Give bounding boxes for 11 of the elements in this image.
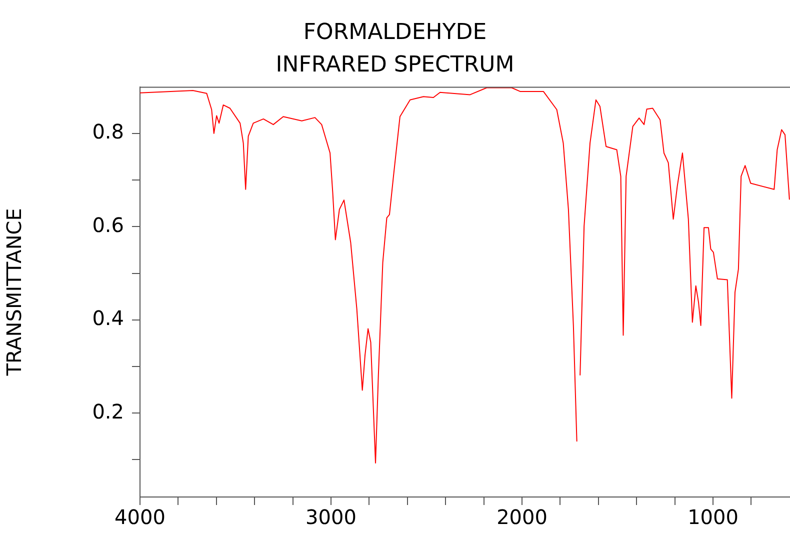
y-tick-label: 0.6 <box>92 212 124 237</box>
y-tick-label: 0.4 <box>92 306 124 330</box>
chart-subtitle: INFRARED SPECTRUM <box>276 52 514 78</box>
x-tick-label: 1000 <box>688 505 738 530</box>
y-tick-label: 0.8 <box>92 120 124 144</box>
y-axis-title: TRANSMITTANCE <box>2 208 26 377</box>
x-tick-label: 2000 <box>496 505 548 530</box>
x-tick-label: 4000 <box>114 505 166 530</box>
x-tick-label: 3000 <box>306 505 356 530</box>
y-tick-label: 0.2 <box>92 399 124 424</box>
chart-title: FORMALDEHYDE <box>303 20 487 45</box>
